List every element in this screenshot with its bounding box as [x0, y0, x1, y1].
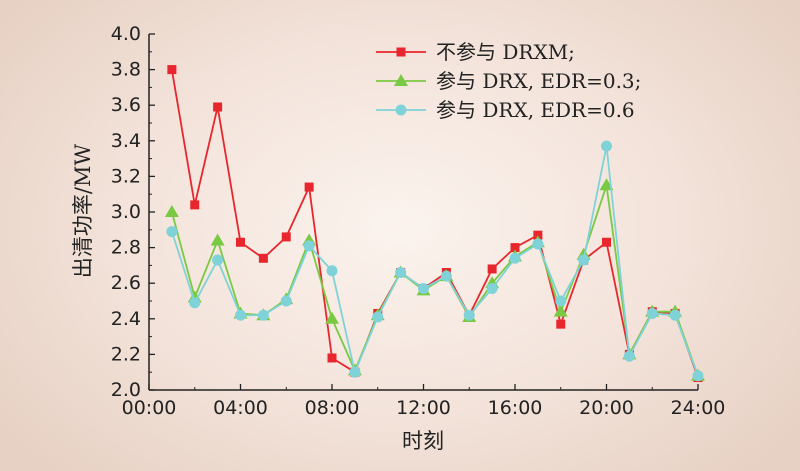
y-tick-label: 2.0 — [111, 379, 141, 401]
x-tick-label: 16:00 — [488, 397, 543, 419]
data-point — [281, 232, 291, 242]
legend-item-3: 参与 DRX, EDR=0.6 — [376, 98, 635, 122]
legend-label: 不参与 DRXM; — [436, 40, 575, 64]
series-3 — [166, 140, 704, 382]
legend-marker — [394, 74, 408, 86]
x-tick-label: 12:00 — [396, 397, 451, 419]
axes: 2.0 2.2 2.4 2.6 2.8 3.0 3.2 3.4 3.6 3.8 4.0 00:00 04… — [111, 23, 726, 419]
data-point — [257, 309, 269, 321]
data-point — [599, 178, 614, 191]
y-axis-title: 出清功率/MW — [71, 144, 95, 279]
x-axis-title: 时刻 — [402, 429, 444, 453]
data-point — [167, 65, 177, 75]
data-point — [395, 267, 407, 279]
data-point — [280, 295, 292, 307]
data-point — [190, 200, 200, 210]
data-point — [555, 295, 567, 307]
data-point — [418, 283, 429, 295]
data-point — [349, 366, 361, 378]
data-point — [463, 309, 475, 321]
data-point — [532, 238, 544, 250]
data-point — [304, 182, 314, 192]
data-point — [509, 252, 521, 264]
y-tick-label: 3.2 — [111, 165, 141, 187]
legend-label: 参与 DRX, EDR=0.6 — [436, 98, 635, 122]
data-point — [533, 230, 543, 240]
data-point — [510, 243, 520, 253]
data-point — [327, 353, 337, 363]
data-point — [553, 304, 568, 317]
data-point — [646, 307, 658, 319]
data-point — [166, 226, 178, 238]
y-tick-label: 3.4 — [111, 130, 141, 152]
data-point — [258, 253, 268, 263]
data-point — [164, 205, 179, 217]
data-point — [213, 102, 223, 112]
series-line — [171, 145, 699, 377]
x-tick-label: 00:00 — [122, 397, 177, 419]
x-tick-label: 24:00 — [671, 397, 726, 419]
x-tick-label: 08:00 — [305, 397, 360, 419]
legend-item-1: 不参与 DRXM; — [376, 40, 575, 64]
x-tick-label: 04:00 — [213, 397, 268, 419]
data-point — [487, 264, 497, 274]
y-tick-label: 2.6 — [111, 272, 141, 294]
legend-marker — [396, 47, 406, 57]
legend-item-2: 参与 DRX, EDR=0.3; — [376, 69, 641, 93]
data-point — [325, 311, 339, 324]
data-point — [326, 265, 338, 277]
y-tick-label: 2.4 — [111, 308, 141, 330]
data-point — [372, 311, 384, 323]
x-tick-label: 20:00 — [579, 397, 634, 419]
y-tick-label: 2.8 — [111, 237, 141, 259]
data-point — [602, 237, 611, 247]
data-point — [556, 319, 566, 329]
y-tick-label: 3.6 — [111, 94, 141, 116]
y-tick-label: 2.2 — [111, 343, 141, 365]
legend: 不参与 DRXM; 参与 DRX, EDR=0.3; 参与 DRX, EDR=0.6 — [376, 40, 641, 122]
legend-marker — [395, 104, 407, 116]
data-point — [578, 254, 590, 266]
data-point — [236, 237, 245, 247]
y-tick-label: 3.8 — [111, 59, 141, 81]
y-tick-label: 4.0 — [111, 23, 141, 45]
y-tick-label: 3.0 — [111, 201, 141, 223]
data-point — [601, 140, 612, 152]
data-point — [303, 240, 315, 252]
legend-label: 参与 DRX, EDR=0.3; — [436, 69, 641, 93]
data-point — [440, 270, 452, 282]
data-point — [235, 309, 246, 321]
data-point — [692, 370, 704, 382]
data-point — [669, 309, 681, 321]
data-point — [210, 233, 225, 246]
data-point — [623, 350, 635, 362]
data-point — [486, 283, 498, 295]
data-point — [212, 254, 224, 266]
series-layer — [164, 65, 705, 383]
data-point — [189, 297, 201, 309]
